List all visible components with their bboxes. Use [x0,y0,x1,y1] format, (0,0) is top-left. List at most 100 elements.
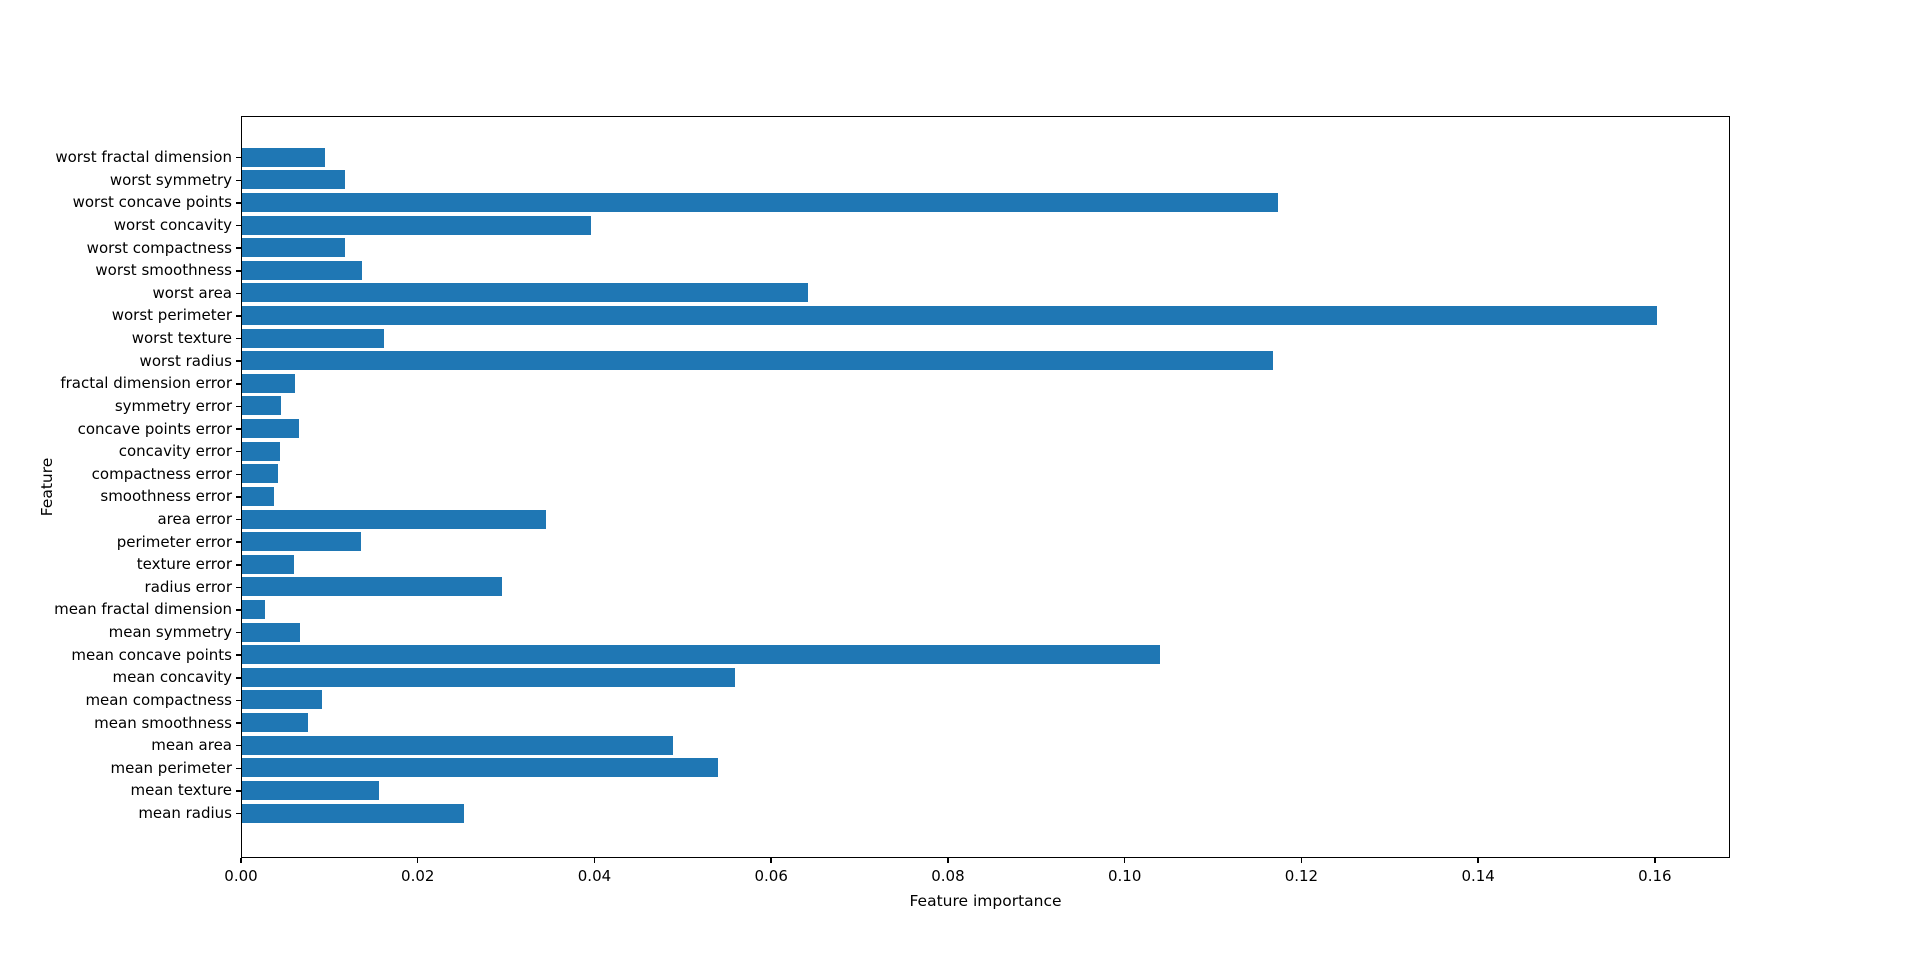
bar [242,713,309,733]
y-tick-label: area error [157,510,232,529]
bar [242,373,296,393]
x-tick-label: 0.12 [1284,867,1319,885]
y-tick-label: worst radius [139,351,232,370]
y-tick-mark [236,699,241,702]
y-tick-label: worst symmetry [109,170,232,189]
bar [242,147,326,167]
y-tick-label: mean perimeter [110,758,232,777]
bar [242,509,546,529]
bar [242,215,592,235]
bar [242,419,300,439]
y-tick-mark [236,677,241,679]
y-tick-mark [236,202,241,204]
y-tick-mark [236,450,241,453]
y-tick-mark [236,586,241,589]
plot-area [241,116,1730,858]
x-tick-mark [240,858,242,863]
bar [242,170,346,190]
y-tick-label: symmetry error [114,396,232,415]
x-tick-label: 0.02 [401,867,435,885]
x-tick-mark [1123,858,1126,863]
bar [242,532,362,552]
bar [242,667,736,687]
bar [242,396,281,416]
x-tick-label: 0.06 [754,867,788,885]
y-tick-label: worst concave points [72,193,232,212]
y-tick-mark [236,609,241,611]
bar [242,238,346,258]
y-tick-label: concave points error [77,419,232,438]
y-tick-mark [236,541,241,543]
y-tick-label: worst fractal dimension [55,148,232,167]
y-tick-mark [236,179,241,182]
bar [242,192,1278,212]
bar [242,260,363,280]
bar [242,351,1274,371]
y-tick-label: mean symmetry [108,623,232,642]
bar [242,803,464,823]
x-tick-label: 0.10 [1107,867,1142,885]
x-tick-label: 0.16 [1638,867,1672,885]
y-tick-mark [236,767,241,770]
y-tick-mark [236,247,241,249]
y-tick-label: mean concave points [71,645,232,664]
y-tick-label: mean smoothness [94,713,232,732]
x-axis-ticks: 0.00 0.02 0.04 0.06 0.08 0.10 0.12 0.14 0.16 [224,858,1730,888]
y-tick-mark [236,744,241,747]
y-tick-label: worst perimeter [111,306,232,325]
x-tick-label: 0.00 [224,867,258,885]
bar [242,441,280,461]
x-tick-label: 0.04 [577,867,612,885]
y-tick-label: worst texture [131,329,232,348]
bar [242,599,265,619]
x-axis-label: Feature importance [909,892,1062,910]
bar [242,328,385,348]
x-tick-mark [770,858,772,863]
y-tick-mark [236,337,241,340]
y-tick-label: mean fractal dimension [54,600,232,619]
x-tick-mark [947,858,949,863]
y-tick-mark [236,518,241,521]
x-tick-label: 0.14 [1461,867,1495,885]
y-tick-label: fractal dimension error [60,374,232,393]
y-tick-mark [236,631,241,634]
x-tick-mark [1477,858,1479,863]
y-tick-label: texture error [136,555,232,574]
y-tick-label: compactness error [91,464,232,483]
y-tick-mark [236,654,241,656]
x-tick-label: 0.08 [931,867,965,885]
y-tick-label: mean area [151,736,232,755]
y-tick-mark [236,383,241,385]
bar [242,645,1161,665]
bar [242,283,808,303]
y-tick-label: smoothness error [100,487,232,506]
y-tick-mark [236,405,241,408]
y-tick-label: mean compactness [85,690,232,709]
y-tick-mark [236,428,241,430]
bar [242,780,379,800]
y-tick-mark [236,224,241,227]
x-tick-mark [1654,858,1656,863]
y-tick-label: concavity error [118,442,232,461]
y-tick-mark [236,812,241,815]
y-tick-mark [236,473,241,476]
y-tick-label: worst smoothness [95,261,232,280]
y-tick-mark [236,292,241,295]
bar [242,464,279,484]
y-tick-label: mean texture [130,781,232,800]
bar [242,735,674,755]
y-tick-mark [236,496,241,498]
y-tick-label: perimeter error [116,532,232,551]
y-tick-mark [236,315,241,317]
bar [242,622,301,642]
bar [242,577,502,597]
bar [242,486,274,506]
bar [242,690,323,710]
y-tick-label: worst compactness [86,238,232,257]
y-tick-label: radius error [144,577,232,596]
x-tick-mark [1300,858,1303,863]
x-tick-mark [416,858,419,863]
y-tick-mark [236,790,241,792]
y-tick-mark [236,360,241,362]
